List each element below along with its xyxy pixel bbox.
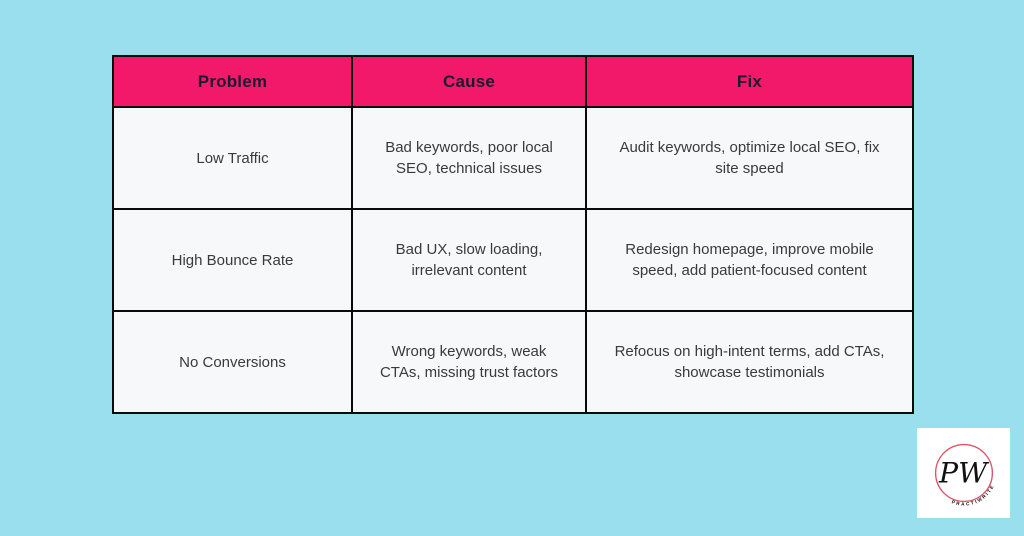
cell-fix: Redesign homepage, improve mobile speed,… [585, 208, 914, 312]
cell-fix: Audit keywords, optimize local SEO, fix … [585, 106, 914, 210]
table-row: No Conversions Wrong keywords, weak CTAs… [112, 310, 914, 414]
cell-problem: Low Traffic [112, 106, 353, 210]
cell-fix: Refocus on high-intent terms, add CTAs, … [585, 310, 914, 414]
cell-problem: High Bounce Rate [112, 208, 353, 312]
practiwrite-logo: PW PRACTIWRITE [917, 428, 1010, 518]
cell-problem: No Conversions [112, 310, 353, 414]
logo-monogram: PW [938, 456, 990, 489]
table-row: Low Traffic Bad keywords, poor local SEO… [112, 106, 914, 210]
table-header-row: Problem Cause Fix [112, 55, 914, 108]
seo-problem-table: Problem Cause Fix Low Traffic Bad keywor… [112, 55, 914, 414]
column-header-cause: Cause [351, 55, 587, 108]
column-header-problem: Problem [112, 55, 353, 108]
practiwrite-logo-icon: PW PRACTIWRITE [934, 443, 994, 508]
column-header-fix: Fix [585, 55, 914, 108]
table-row: High Bounce Rate Bad UX, slow loading, i… [112, 208, 914, 312]
cell-cause: Wrong keywords, weak CTAs, missing trust… [351, 310, 587, 414]
cell-cause: Bad UX, slow loading, irrelevant content [351, 208, 587, 312]
cell-cause: Bad keywords, poor local SEO, technical … [351, 106, 587, 210]
logo-circle [934, 443, 993, 503]
